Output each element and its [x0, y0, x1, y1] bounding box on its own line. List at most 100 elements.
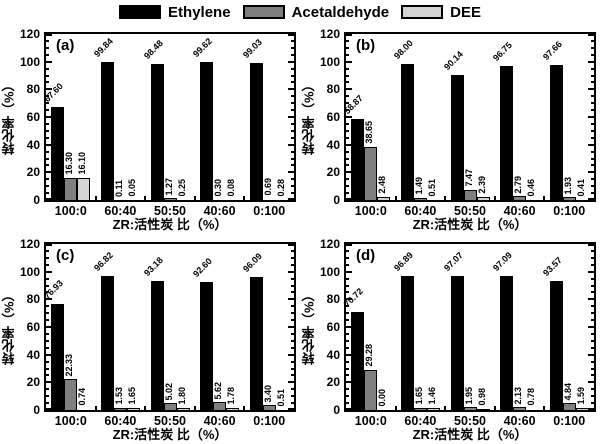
y-minor-tick [591, 178, 594, 181]
y-minor-tick [346, 284, 349, 287]
bar-acetaldehyde [113, 407, 127, 410]
value-label-acetaldehyde: 0.69 [262, 178, 273, 196]
y-minor-tick [591, 367, 594, 370]
y-minor-tick [346, 367, 349, 370]
y-minor-tick [291, 53, 294, 56]
plot-area-c: (c) 76.93 22.33 0.74 96.82 1.53 1.65 93.18 5.02 1… [42, 242, 296, 412]
x-axis-label: ZR:活性炭 比（%） [112, 217, 228, 232]
y-minor-tick [46, 136, 49, 139]
ethylene-swatch-icon [119, 5, 162, 19]
y-major-tick [588, 116, 594, 118]
value-label-acetaldehyde: 1.65 [413, 387, 424, 405]
bar-ethylene [150, 281, 164, 410]
bar-ethylene [150, 63, 164, 200]
y-minor-tick [346, 305, 349, 308]
value-label-acetaldehyde: 1.49 [413, 177, 424, 195]
y-minor-tick [46, 360, 49, 363]
y-minor-tick [346, 150, 349, 153]
value-label-dee: 0.98 [476, 388, 487, 406]
y-minor-tick [346, 129, 349, 132]
value-label-ethylene: 99.84 [91, 35, 115, 59]
y-minor-tick [591, 39, 594, 42]
y-major-tick [346, 381, 352, 384]
y-minor-tick [291, 74, 294, 77]
y-major-tick [46, 270, 52, 273]
y-tick-label: 60 [26, 320, 40, 334]
y-minor-tick [346, 249, 349, 252]
y-major-tick [346, 198, 352, 200]
y-major-tick [346, 244, 352, 246]
y-major-tick [46, 408, 52, 410]
bar-ethylene [249, 63, 263, 200]
y-major-tick [46, 353, 52, 356]
y-minor-tick [291, 332, 294, 335]
plot-area-b: (b) 58.87 38.65 2.48 98.00 1.49 0.51 90.14 7.47 2… [342, 32, 596, 202]
y-tick-label: 120 [19, 237, 40, 251]
y-major-tick [346, 88, 352, 91]
y-tick-label: 0 [33, 193, 40, 207]
legend-item-dee: DEE [401, 5, 481, 20]
y-major-tick [46, 116, 52, 118]
y-minor-tick [291, 39, 294, 42]
y-minor-tick [591, 332, 594, 335]
y-tick-label: 80 [326, 292, 340, 307]
y-major-tick [46, 88, 52, 91]
value-label-ethylene: 99.03 [240, 36, 264, 60]
y-minor-tick [46, 122, 49, 125]
y-minor-tick [46, 305, 49, 308]
value-label-ethylene: 96.09 [240, 251, 264, 275]
value-label-acetaldehyde: 1.27 [163, 177, 174, 196]
bar-dee [77, 177, 91, 200]
y-minor-tick [591, 150, 594, 153]
y-minor-tick [291, 263, 294, 266]
x-minor-tick [394, 406, 397, 410]
value-label-ethylene: 96.82 [91, 250, 115, 274]
y-tick-label: 100 [19, 54, 40, 69]
x-tick-label: 60:40 [404, 204, 437, 218]
panel-letter-a: (a) [56, 37, 75, 54]
y-minor-tick [591, 291, 594, 294]
y-minor-tick [346, 312, 349, 315]
y-minor-tick [46, 277, 49, 280]
bar-dee [377, 196, 391, 200]
x-tick-label: 60:40 [104, 204, 137, 218]
y-major-tick [288, 116, 294, 118]
y-minor-tick [346, 122, 349, 125]
x-tick-label: 0:100 [553, 204, 586, 218]
bar-acetaldehyde [262, 405, 276, 410]
x-tick-label: 50:50 [154, 414, 186, 428]
legend: Ethylene Acetaldehyde DEE [0, 0, 600, 24]
value-label-acetaldehyde: 29.28 [364, 343, 375, 367]
value-label-acetaldehyde: 2.13 [513, 386, 524, 405]
y-major-tick [288, 244, 294, 246]
chart-panel-a: 转化率（%） (a) 67.60 16.30 16.10 99.84 0.11 0.05 98.… [0, 24, 300, 234]
y-minor-tick [346, 277, 349, 280]
y-tick-label: 80 [26, 292, 40, 307]
value-label-ethylene: 93.57 [540, 254, 564, 278]
y-minor-tick [346, 192, 349, 195]
y-major-tick [288, 88, 294, 91]
plot-area-d: (d) 70.72 29.28 0.00 96.89 1.65 1.46 97.07 1.95 0… [342, 242, 596, 412]
y-tick-label: 120 [319, 237, 340, 251]
x-minor-tick [444, 196, 447, 200]
y-minor-tick [291, 374, 294, 377]
y-minor-tick [346, 46, 349, 49]
y-minor-tick [46, 319, 49, 322]
y-minor-tick [46, 178, 49, 181]
bar-acetaldehyde [562, 403, 576, 410]
x-minor-tick [94, 196, 97, 200]
legend-label-dee: DEE [450, 3, 481, 21]
y-major-tick [46, 171, 52, 174]
x-axis-label: ZR:活性炭 比（%） [412, 427, 528, 442]
y-major-tick [588, 381, 594, 384]
y-major-tick [288, 60, 294, 63]
y-major-tick [46, 143, 52, 146]
bar-ethylene [100, 61, 114, 200]
x-tick-label: 40:60 [503, 204, 536, 218]
y-minor-tick [291, 339, 294, 342]
y-minor-tick [291, 402, 294, 405]
value-label-ethylene: 93.18 [141, 255, 165, 279]
x-minor-tick [543, 406, 546, 410]
y-minor-tick [346, 136, 349, 139]
value-label-ethylene: 96.89 [391, 249, 415, 273]
